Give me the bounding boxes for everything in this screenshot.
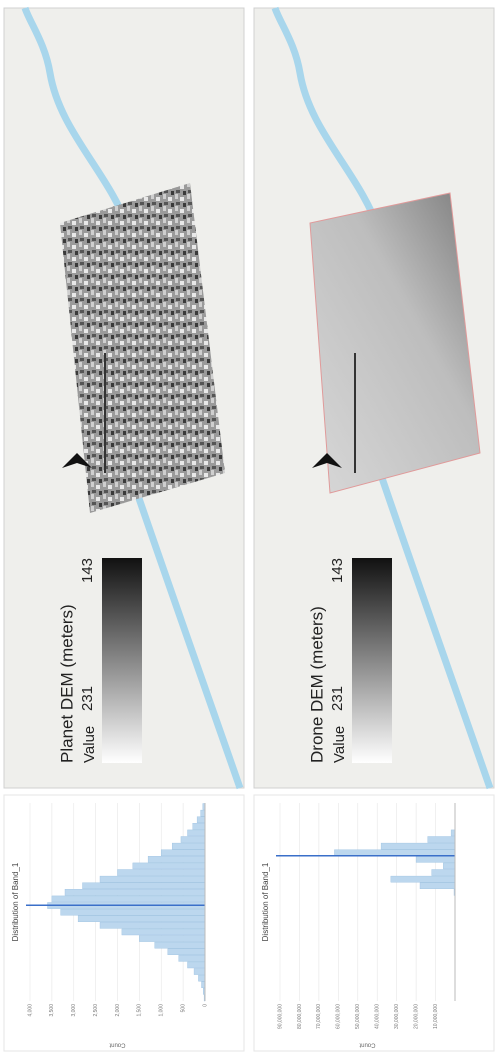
legend-label: Value [81,726,98,763]
histogram-bar [154,941,206,949]
north-arrow [312,453,342,468]
y-tick-label: 80,000,000 [297,1004,303,1029]
histogram-bar [415,856,456,863]
histogram-title: Distribution of Band_1 [11,862,20,941]
histogram-bar [132,862,206,870]
histogram-bar [427,836,456,843]
y-tick-label: 90,000,000 [277,1004,283,1029]
y-tick-label: 40,000,000 [375,1004,381,1029]
histogram-bar [147,856,206,863]
legend-ramp [352,558,392,763]
histogram-bar [443,862,456,870]
legend-ramp [102,558,142,763]
y-tick-label: 3,500 [49,1004,55,1017]
histogram-bar [198,974,206,982]
y-tick-label: 50,000,000 [355,1004,361,1029]
histogram-bar [390,875,456,883]
y-tick-label: 2,000 [115,1004,121,1017]
histogram-bar [178,955,206,962]
histogram-bar [171,842,206,850]
y-tick-label: 1,000 [159,1004,165,1017]
histogram-bar [82,882,206,890]
y-tick-label: 30,000,000 [394,1004,400,1029]
histogram-bar [121,928,206,936]
histogram-bar [187,961,206,969]
histogram-bar [201,981,206,989]
y-tick-label: 0 [202,1004,208,1007]
y-tick-label: 500 [180,1004,186,1013]
legend-min: 143 [79,558,96,583]
histogram-bar [77,915,206,923]
histogram-bar [139,935,206,942]
histogram-bar [99,875,206,883]
y-tick-label: 60,000,000 [336,1004,342,1029]
histogram-bar [450,829,456,837]
y-tick-label: 3,000 [71,1004,77,1017]
histogram-bar [167,948,206,956]
histogram-bar [193,968,206,975]
legend-max: 231 [79,686,96,711]
histogram-bar [334,849,456,857]
north-arrow [62,453,92,468]
legend-title: Drone DEM (meters) [307,606,326,763]
legend-min: 143 [329,558,346,583]
histogram-bar [419,882,456,890]
histogram-bar [196,816,206,824]
y-tick-label: 20,000,000 [413,1004,419,1029]
histogram-bar [51,895,206,903]
y-tick-label: 4,000 [27,1004,33,1017]
histogram-bar [380,842,456,850]
y-tick-label: 1,500 [137,1004,143,1017]
histogram-bar [161,849,206,857]
histogram-bar [117,869,206,876]
histogram-bar [180,836,206,843]
histogram-bar [64,889,206,896]
histogram-bar [60,908,206,916]
histogram-bar [99,922,206,929]
histogram-bar [192,823,206,830]
y-tick-label: 10,000,000 [433,1004,439,1029]
y-tick-label: 70,000,000 [316,1004,322,1029]
legend-title: Planet DEM (meters) [57,604,76,763]
legend-label: Value [331,726,348,763]
histogram-bar [200,809,206,817]
raster [60,183,225,513]
y-tick-label: 2,500 [93,1004,99,1017]
histogram-bar [431,869,456,876]
histogram-title: Distribution of Band_1 [261,862,270,941]
raster [309,192,481,494]
y-axis-label: Count [109,1041,125,1047]
legend-max: 231 [329,686,346,711]
histogram-bar [187,829,206,837]
y-axis-label: Count [359,1041,375,1047]
